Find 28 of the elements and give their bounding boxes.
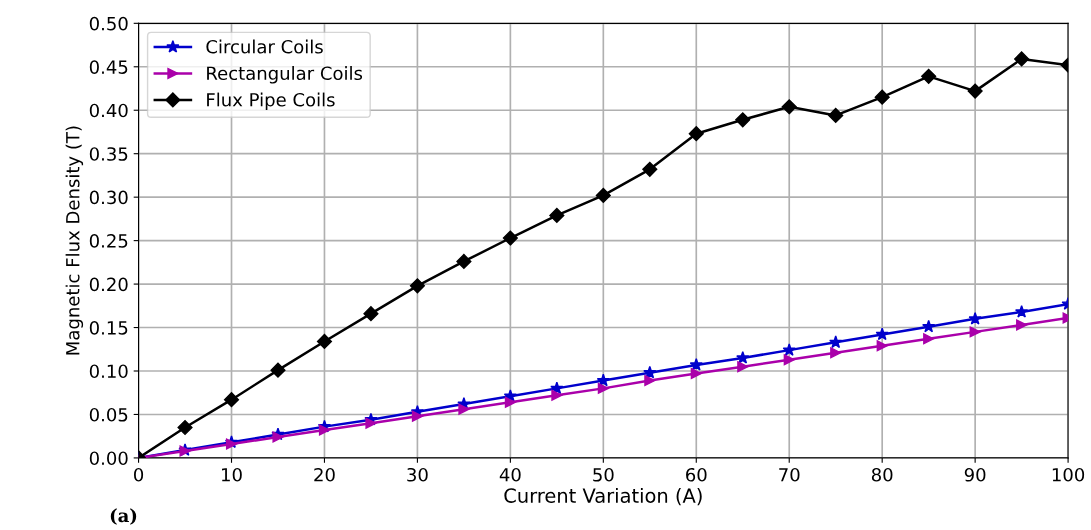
x-axis-title: Current Variation (A) [504,487,702,506]
legend-label: Flux Pipe Coils [207,92,335,111]
y-tick-label: 0.40 [89,103,128,118]
y-tick-label: 0.45 [89,60,128,74]
y-tick-label: 0.20 [89,277,128,292]
y-tick-label: 0.30 [89,190,128,205]
x-tick-label: 70 [779,467,800,482]
y-tick-label: 0.15 [89,321,128,335]
x-tick-label: 80 [871,467,893,482]
legend-label: Rectangular Coils [207,66,363,84]
x-tick-label: 10 [222,467,242,482]
y-tick-label: 0.00 [89,451,128,466]
legend-label: Circular Coils [206,39,323,54]
x-tick-label: 0 [134,467,144,482]
y-axis-title: Magnetic Flux Density (T) [65,126,84,355]
y-tick-label: 0.10 [89,364,128,379]
text: (a) [110,508,137,525]
y-tick-label: 0.50 [89,16,128,31]
y-tick-label: 0.05 [89,407,128,422]
x-tick-label: 30 [407,467,428,482]
x-tick-label: 50 [593,467,614,482]
x-tick-label: 90 [964,467,986,482]
x-tick-label: 60 [686,467,707,482]
x-tick-label: 100 [1052,467,1085,482]
y-tick-label: 0.25 [89,234,128,248]
y-tick-label: 0.35 [89,147,128,161]
x-tick-label: 40 [499,467,521,482]
x-tick-label: 20 [314,467,335,482]
